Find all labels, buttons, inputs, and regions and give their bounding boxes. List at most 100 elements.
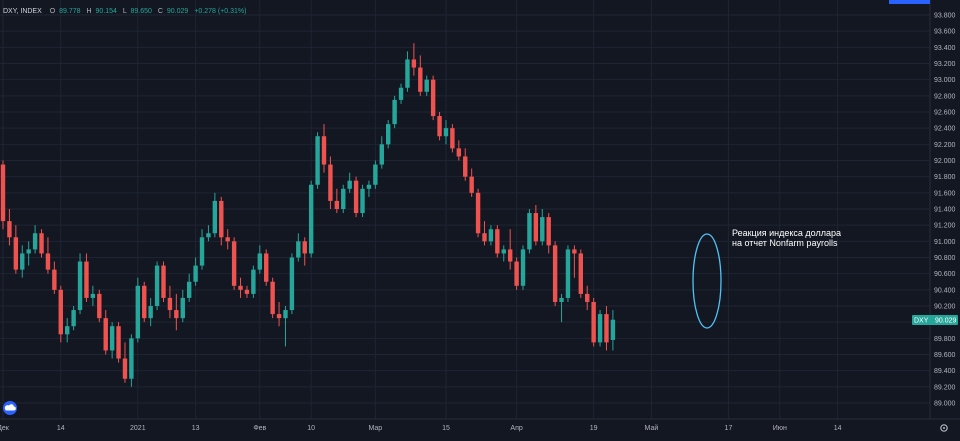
candle-body — [353, 180, 359, 214]
candle-up — [366, 180, 372, 197]
candle-up — [199, 229, 205, 270]
candle-body — [398, 87, 404, 100]
candle-body — [39, 233, 44, 254]
candle-down — [122, 342, 128, 383]
candle-body — [334, 200, 340, 209]
candle-body — [90, 293, 96, 298]
candle-body — [321, 136, 327, 165]
candle-body — [32, 233, 38, 250]
candle-up — [65, 318, 70, 343]
current-price-tag: DXY 90.029 — [912, 315, 958, 325]
y-tick-label: 92.800 — [934, 93, 956, 100]
candle-down — [585, 285, 590, 311]
x-tick-label: Мар — [369, 425, 383, 432]
candle-body — [482, 233, 487, 242]
x-tick-label: Дек — [0, 425, 10, 432]
x-tick-label: 10 — [307, 425, 315, 432]
candle-body — [373, 164, 378, 185]
candle-body — [495, 229, 500, 254]
candle-body — [283, 310, 288, 319]
y-tick-label: 90.200 — [934, 304, 956, 311]
candle-body — [507, 249, 513, 262]
candle-body — [77, 261, 83, 311]
annotation-line-1: Реакция индекса доллара — [732, 228, 841, 238]
candle-down — [39, 229, 44, 258]
annotation-line-2: на отчет Nonfarm payrolls — [732, 238, 838, 248]
candle-body — [212, 200, 218, 234]
candle-up — [71, 306, 76, 331]
y-tick-label: 89.800 — [934, 336, 956, 343]
candle-body — [475, 192, 481, 234]
candle-up — [20, 245, 25, 278]
candle-body — [231, 241, 237, 286]
candle-up — [193, 257, 198, 286]
candle-body — [20, 253, 25, 270]
y-tick-label: 91.400 — [934, 207, 956, 214]
legend-change: +0.278 (+0.31%) — [194, 8, 246, 15]
candle-body — [45, 253, 51, 270]
candle-down — [116, 322, 121, 363]
candle-body — [565, 249, 571, 298]
candle-up — [77, 253, 83, 315]
candle-up — [540, 209, 545, 246]
candle-up — [379, 136, 384, 169]
candle-body — [392, 99, 397, 125]
candle-up — [373, 160, 378, 189]
candle-body — [527, 213, 532, 250]
candle-down — [334, 188, 340, 214]
candle-body — [572, 249, 577, 254]
candle-body — [533, 213, 539, 242]
candle-body — [244, 289, 250, 294]
candle-body — [154, 265, 160, 306]
candle-down — [142, 281, 147, 323]
price-tag-value: 90.029 — [935, 318, 957, 325]
candle-body — [585, 293, 590, 302]
x-tick-label: Май — [645, 424, 659, 432]
candle-up — [520, 245, 526, 290]
candle-body — [315, 136, 320, 185]
candle-down — [591, 297, 596, 347]
y-tick-label: 93.800 — [934, 13, 956, 20]
candle-up — [154, 261, 160, 311]
candle-body — [463, 156, 468, 177]
legend-low-value: 89.650 — [131, 8, 153, 15]
candle-body — [161, 265, 166, 298]
candle-body — [552, 245, 558, 302]
candle-body — [0, 164, 6, 222]
x-tick-label: 17 — [725, 425, 733, 432]
candle-up — [148, 297, 153, 327]
candle-up — [129, 334, 134, 387]
candle-body — [84, 261, 89, 298]
cloud-logo-icon[interactable] — [3, 401, 17, 415]
candle-body — [341, 188, 346, 209]
candle-up — [501, 245, 506, 262]
candle-down — [578, 249, 583, 298]
y-tick-label: 91.000 — [934, 239, 956, 246]
candle-up — [405, 51, 410, 92]
candle-up — [206, 225, 211, 242]
candle-up — [443, 120, 449, 145]
x-tick-label: 14 — [834, 425, 842, 432]
candle-body — [591, 301, 596, 343]
candle-down — [411, 43, 417, 76]
x-tick-label: 14 — [57, 425, 65, 432]
candle-down — [167, 285, 173, 319]
candles — [0, 43, 616, 387]
candle-body — [347, 180, 352, 189]
y-tick-label: 89.200 — [934, 384, 956, 391]
candle-body — [116, 326, 121, 359]
candle-down — [13, 225, 19, 274]
candle-down — [231, 237, 237, 290]
candle-up — [135, 277, 141, 343]
candle-up — [360, 184, 365, 218]
time-axis[interactable]: Дек 14 2021 13 Фев 10 Мар 15 Апр 19 Май 17 Июн 14 — [0, 424, 842, 432]
gear-icon[interactable] — [940, 424, 948, 432]
candle-body — [264, 253, 269, 282]
candle-down — [514, 257, 519, 290]
y-tick-label: 93.200 — [934, 61, 956, 68]
x-tick-label: Фев — [253, 425, 266, 432]
price-axis[interactable]: 93.800 93.600 93.400 93.200 93.000 92.800 92.6… — [934, 13, 956, 408]
candle-up — [308, 180, 314, 258]
